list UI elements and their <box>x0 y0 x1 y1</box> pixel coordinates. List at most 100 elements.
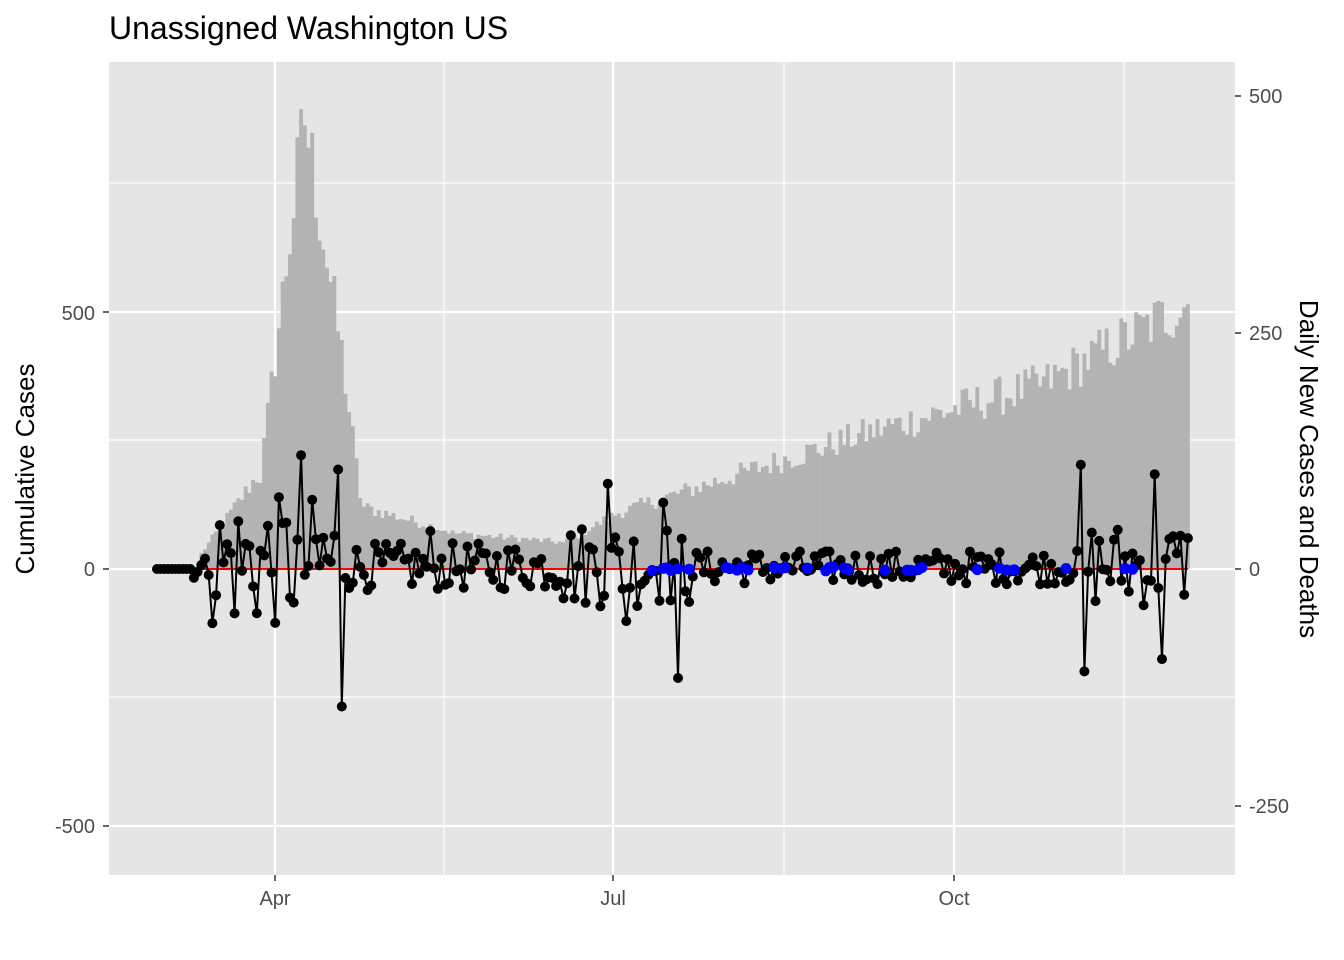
x-axis: Apr Jul Oct <box>259 875 970 910</box>
bar <box>731 484 736 569</box>
bar <box>838 429 843 569</box>
bar <box>1130 344 1135 569</box>
bar <box>1060 367 1065 569</box>
bar <box>1160 302 1164 569</box>
bar <box>317 240 322 569</box>
bar <box>960 389 965 569</box>
daily-case-point <box>562 578 573 589</box>
daily-case-point <box>429 563 440 574</box>
daily-case-point <box>576 524 587 535</box>
bar <box>990 402 995 569</box>
bar <box>417 528 422 569</box>
bar <box>306 147 311 570</box>
daily-case-point <box>1123 586 1134 597</box>
daily-case-point <box>1138 600 1149 611</box>
daily-case-point <box>1072 546 1083 556</box>
bar <box>1123 322 1128 569</box>
bar <box>1056 371 1061 569</box>
daily-deaths-series <box>646 561 1138 577</box>
bar <box>443 530 448 569</box>
daily-case-point <box>203 570 214 580</box>
daily-case-point <box>458 582 469 593</box>
bar <box>325 267 329 569</box>
daily-case-point <box>307 494 318 505</box>
y-left-tick-label: 0 <box>84 559 95 581</box>
bar <box>240 499 244 569</box>
daily-case-point <box>1116 575 1127 586</box>
daily-case-point <box>336 701 347 712</box>
bar <box>524 538 529 569</box>
bar <box>428 524 433 569</box>
daily-case-point <box>935 553 946 564</box>
bar <box>1049 388 1054 569</box>
bar <box>1089 340 1094 569</box>
bar <box>276 328 281 569</box>
daily-case-point <box>942 554 953 565</box>
bar <box>572 535 577 569</box>
bar <box>1015 374 1020 569</box>
daily-case-point <box>813 560 824 571</box>
daily-case-point <box>310 534 321 545</box>
daily-death-point <box>842 564 854 576</box>
bar <box>1104 328 1109 569</box>
bar <box>210 534 215 569</box>
bar <box>594 521 599 569</box>
bar <box>354 458 359 569</box>
daily-case-point <box>1001 579 1012 590</box>
daily-case-point <box>850 550 861 561</box>
bar <box>916 432 921 569</box>
y-axis-right-title: Daily New Cases and Deaths <box>1294 300 1324 638</box>
daily-death-point <box>801 562 813 574</box>
daily-case-point <box>229 608 240 619</box>
daily-case-point <box>484 567 495 578</box>
bar <box>454 533 459 569</box>
bar <box>1185 304 1190 569</box>
bar <box>1041 376 1046 569</box>
daily-case-point <box>270 617 281 628</box>
bar <box>535 538 540 569</box>
daily-case-point <box>628 536 639 547</box>
bar <box>875 419 880 569</box>
daily-death-point <box>916 562 928 573</box>
daily-case-point <box>861 574 872 585</box>
daily-case-point <box>351 544 362 555</box>
bar <box>432 531 437 569</box>
daily-case-point <box>1075 459 1086 470</box>
daily-death-point <box>779 562 791 574</box>
bar <box>642 502 647 569</box>
bar <box>942 417 946 569</box>
bar <box>860 419 865 569</box>
bar <box>997 376 1002 569</box>
bar <box>269 371 274 569</box>
daily-case-point <box>961 578 972 589</box>
y-right-tick-label: 500 <box>1249 86 1282 108</box>
daily-case-point <box>525 581 536 592</box>
bar <box>882 426 887 569</box>
bar <box>738 462 743 569</box>
daily-case-point <box>702 546 713 557</box>
bar <box>908 411 913 569</box>
bar <box>820 455 825 569</box>
bar <box>753 461 758 569</box>
bar <box>650 504 655 569</box>
daily-death-point <box>672 563 684 575</box>
daily-case-point <box>606 542 617 553</box>
y-right-tick-label: 250 <box>1249 323 1282 345</box>
daily-case-point <box>565 530 576 541</box>
daily-case-point <box>233 516 244 527</box>
daily-case-point <box>443 578 454 589</box>
bar <box>701 481 706 569</box>
daily-case-point <box>222 539 233 550</box>
bar <box>797 464 802 569</box>
bar <box>982 418 987 569</box>
bar <box>461 531 466 569</box>
bar <box>764 465 769 569</box>
daily-case-point <box>1035 579 1046 590</box>
bar <box>786 461 791 569</box>
bar <box>912 436 917 569</box>
daily-case-point <box>410 547 421 558</box>
bar <box>328 281 333 569</box>
bar <box>280 281 285 569</box>
bar <box>897 417 902 569</box>
daily-case-point <box>1049 578 1060 589</box>
